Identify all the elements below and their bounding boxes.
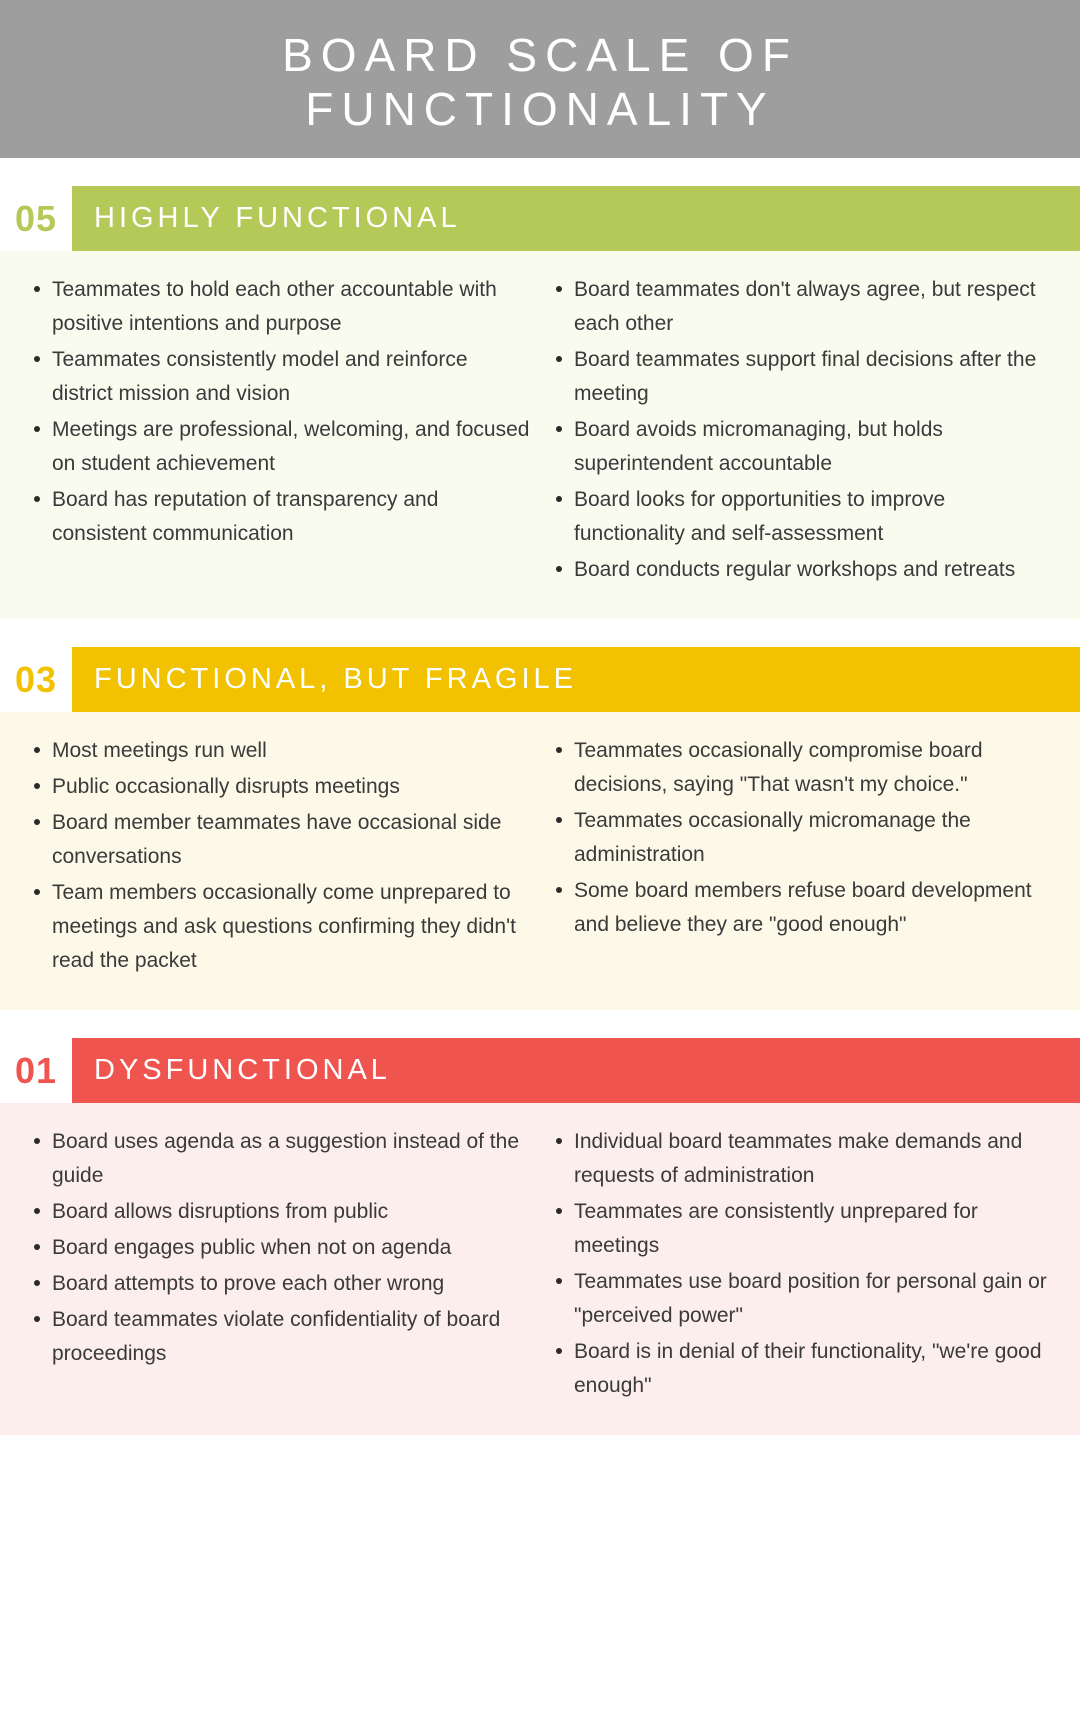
bullet-item: Teammates occasionally compromise board … — [548, 734, 1054, 802]
bullet-item: Board allows disruptions from public — [26, 1195, 532, 1229]
bullet-item: Public occasionally disrupts meetings — [26, 770, 532, 804]
bullet-item: Team members occasionally come unprepare… — [26, 876, 532, 978]
bullet-list: Individual board teammates make demands … — [548, 1125, 1054, 1403]
bullet-item: Individual board teammates make demands … — [548, 1125, 1054, 1193]
bullet-item: Board avoids micromanaging, but holds su… — [548, 413, 1054, 481]
bullet-item: Board uses agenda as a suggestion instea… — [26, 1125, 532, 1193]
bullet-item: Board teammates support final decisions … — [548, 343, 1054, 411]
bullet-item: Teammates use board position for persona… — [548, 1265, 1054, 1333]
bullet-column: Teammates to hold each other accountable… — [18, 273, 540, 589]
bullet-list: Board uses agenda as a suggestion instea… — [26, 1125, 532, 1371]
section-label: FUNCTIONAL, BUT FRAGILE — [72, 647, 1080, 712]
bullet-item: Most meetings run well — [26, 734, 532, 768]
scale-section: 05HIGHLY FUNCTIONAL Teammates to hold eac… — [0, 186, 1080, 619]
bullet-list: Board teammates don't always agree, but … — [548, 273, 1054, 587]
bullet-item: Teammates to hold each other accountable… — [26, 273, 532, 341]
section-header: 05HIGHLY FUNCTIONAL — [0, 186, 1080, 251]
section-body: Teammates to hold each other accountable… — [0, 251, 1080, 619]
section-label: DYSFUNCTIONAL — [72, 1038, 1080, 1103]
bullet-item: Some board members refuse board developm… — [548, 874, 1054, 942]
bullet-item: Board looks for opportunities to improve… — [548, 483, 1054, 551]
bullet-item: Board is in denial of their functionalit… — [548, 1335, 1054, 1403]
bullet-list: Teammates occasionally compromise board … — [548, 734, 1054, 942]
section-body: Most meetings run wellPublic occasionall… — [0, 712, 1080, 1010]
bullet-item: Board attempts to prove each other wrong — [26, 1267, 532, 1301]
bullet-item: Teammates are consistently unprepared fo… — [548, 1195, 1054, 1263]
bullet-list: Most meetings run wellPublic occasionall… — [26, 734, 532, 978]
section-label: HIGHLY FUNCTIONAL — [72, 186, 1080, 251]
bullet-item: Board teammates don't always agree, but … — [548, 273, 1054, 341]
bullet-item: Board member teammates have occasional s… — [26, 806, 532, 874]
scale-section: 03FUNCTIONAL, BUT FRAGILE Most meetings r… — [0, 647, 1080, 1010]
section-header: 01DYSFUNCTIONAL — [0, 1038, 1080, 1103]
scale-section: 01DYSFUNCTIONAL Board uses agenda as a su… — [0, 1038, 1080, 1435]
bullet-item: Teammates occasionally micromanage the a… — [548, 804, 1054, 872]
page-title: BOARD SCALE OF FUNCTIONALITY — [282, 29, 798, 135]
section-body: Board uses agenda as a suggestion instea… — [0, 1103, 1080, 1435]
bullet-item: Board engages public when not on agenda — [26, 1231, 532, 1265]
bullet-item: Teammates consistently model and reinfor… — [26, 343, 532, 411]
bullet-column: Most meetings run wellPublic occasionall… — [18, 734, 540, 980]
page-title-banner: BOARD SCALE OF FUNCTIONALITY — [0, 0, 1080, 158]
sections-container: 05HIGHLY FUNCTIONAL Teammates to hold eac… — [0, 186, 1080, 1435]
bullet-item: Meetings are professional, welcoming, an… — [26, 413, 532, 481]
bullet-item: Board conducts regular workshops and ret… — [548, 553, 1054, 587]
bullet-column: Board teammates don't always agree, but … — [540, 273, 1062, 589]
bullet-column: Board uses agenda as a suggestion instea… — [18, 1125, 540, 1405]
section-number: 05 — [0, 186, 72, 251]
bullet-item: Board has reputation of transparency and… — [26, 483, 532, 551]
bullet-list: Teammates to hold each other accountable… — [26, 273, 532, 551]
section-header: 03FUNCTIONAL, BUT FRAGILE — [0, 647, 1080, 712]
section-number: 03 — [0, 647, 72, 712]
bullet-column: Teammates occasionally compromise board … — [540, 734, 1062, 980]
bullet-item: Board teammates violate confidentiality … — [26, 1303, 532, 1371]
section-number: 01 — [0, 1038, 72, 1103]
bullet-column: Individual board teammates make demands … — [540, 1125, 1062, 1405]
